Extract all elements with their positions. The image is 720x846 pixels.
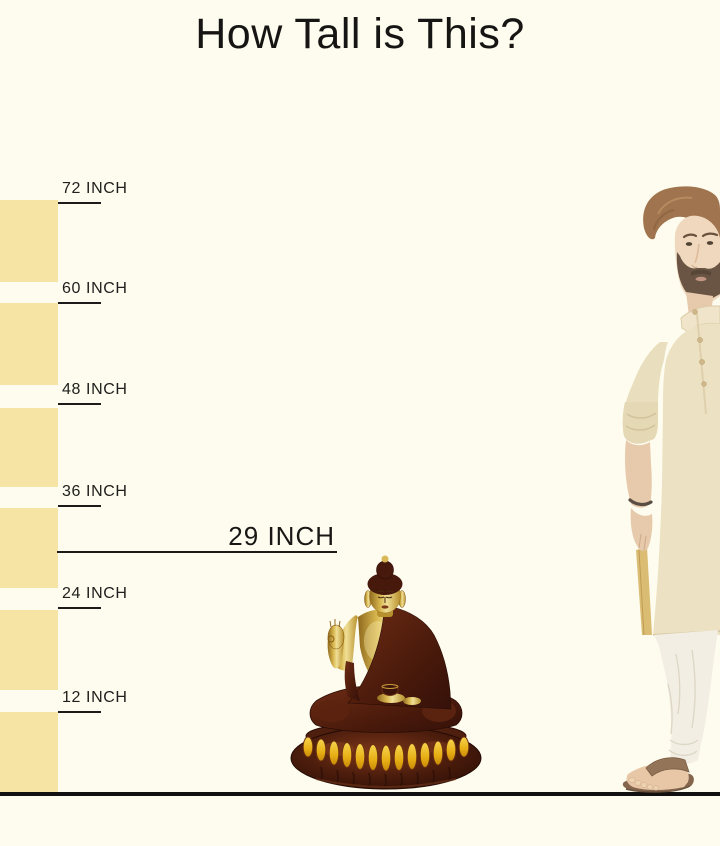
man-nose <box>694 243 700 264</box>
collar-button <box>692 309 698 315</box>
floor-line <box>0 792 720 796</box>
man-illustration <box>622 186 720 793</box>
tick-label-72: 72 INCH <box>62 180 128 197</box>
tick-line-24 <box>58 607 101 609</box>
tick-label-24: 24 INCH <box>62 585 128 602</box>
man-kurta-sleeve <box>626 342 668 404</box>
man-eye-left <box>685 242 693 246</box>
pants-folds <box>667 649 699 757</box>
man-beard <box>676 252 720 302</box>
tick-label-60: 60 INCH <box>62 280 128 297</box>
statue-lotus-base <box>290 721 482 790</box>
tick-label-36: 36 INCH <box>62 483 128 500</box>
ruler-block <box>0 303 58 385</box>
ruler-block <box>0 610 58 690</box>
kurta-slit-trim <box>636 547 652 635</box>
man-pants <box>654 630 718 765</box>
page-title: How Tall is This? <box>195 10 525 58</box>
tick-label-12: 12 INCH <box>62 689 128 706</box>
statue-robe <box>347 606 452 710</box>
man-hair <box>643 186 720 256</box>
kurta-placket <box>696 313 707 415</box>
statue-lap-hand <box>377 693 405 703</box>
man-eyebrows <box>682 232 719 239</box>
foot-toes <box>628 777 659 791</box>
man-rolled-cuff <box>622 402 658 444</box>
lotus-petals <box>302 736 470 772</box>
tick-label-48: 48 INCH <box>62 381 128 398</box>
man-eye-right <box>706 241 714 245</box>
tick-line-60 <box>58 302 101 304</box>
tick-line-12 <box>58 711 101 713</box>
ruler-block <box>0 508 58 588</box>
product-height-label: 29 INCH <box>228 521 335 551</box>
tick-line-36 <box>58 505 101 507</box>
statue-topknot <box>376 560 394 580</box>
statue-hair <box>367 573 403 595</box>
man-lips <box>695 276 707 282</box>
man-kurta-torso <box>653 323 720 635</box>
statue-lap-foot <box>403 697 421 705</box>
tick-line-72 <box>58 202 101 204</box>
statue-seated-figure <box>309 555 463 733</box>
ruler-block <box>0 408 58 487</box>
sandal-strap <box>645 757 690 777</box>
man-forearm <box>625 440 652 508</box>
tick-line-48 <box>58 403 101 405</box>
ruler-block <box>0 712 58 792</box>
statue-finial <box>381 555 389 563</box>
product-height-line <box>57 551 337 553</box>
statue-face-features <box>376 590 394 603</box>
statue-raised-hand <box>327 624 345 650</box>
statue-bowl <box>381 684 399 696</box>
man-hand <box>630 508 653 551</box>
man-mustache <box>691 269 711 276</box>
ruler-block <box>0 200 58 282</box>
man-bracelet <box>628 498 653 507</box>
statue-robe-drape <box>344 661 360 701</box>
buddha-statue-illustration <box>290 555 482 790</box>
